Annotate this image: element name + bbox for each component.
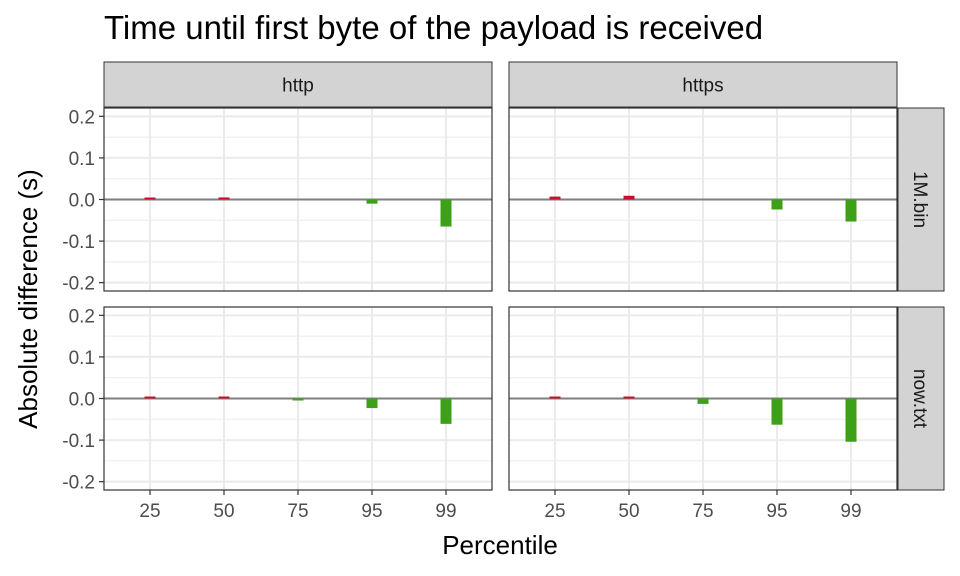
y-tick-label: -0.1 [62, 431, 95, 452]
x-tick-label: 25 [544, 501, 565, 522]
bar-50 [623, 396, 635, 399]
bar-99 [440, 199, 452, 227]
bar-95 [366, 199, 378, 204]
bar-25 [144, 197, 156, 200]
bar-25 [549, 396, 561, 399]
strip-http [103, 61, 493, 108]
x-tick-label: 99 [435, 501, 456, 522]
panel-border [508, 107, 898, 292]
bar-75 [697, 398, 709, 404]
y-tick-label: 0.2 [69, 107, 95, 128]
y-tick-label: 0.1 [69, 348, 95, 369]
panel-http-now.txt [103, 306, 493, 491]
x-tick-label: 50 [213, 501, 234, 522]
bar-99 [440, 398, 452, 424]
y-tick-label: 0.0 [69, 390, 95, 411]
y-tick-label: 0.0 [69, 191, 95, 212]
bar-95 [771, 398, 783, 425]
chart-title: Time until first byte of the payload is … [104, 9, 763, 46]
y-tick-label: 0.2 [69, 306, 95, 327]
y-tick-label: -0.2 [62, 473, 95, 494]
strip-label-http: http [282, 76, 314, 97]
bar-95 [366, 398, 378, 409]
y-tick-label: -0.1 [62, 232, 95, 253]
y-tick-label: 0.1 [69, 149, 95, 170]
bar-50 [218, 396, 230, 399]
x-axis-title: Percentile [442, 530, 558, 560]
x-tick-label: 75 [692, 501, 713, 522]
bar-99 [845, 398, 857, 442]
bar-95 [771, 199, 783, 210]
x-tick-label: 25 [139, 501, 160, 522]
strip-label-now.txt: now.txt [909, 369, 930, 429]
x-tick-label: 99 [840, 501, 861, 522]
x-tick-label: 95 [766, 501, 787, 522]
strip-1M.bin [897, 107, 945, 292]
panel-http-1M.bin [103, 107, 493, 292]
panel-https-1M.bin [508, 107, 898, 292]
bar-50 [623, 195, 635, 200]
bar-25 [549, 196, 561, 200]
strip-label-https: https [682, 76, 723, 97]
strip-label-1M.bin: 1M.bin [909, 171, 930, 228]
y-axis-title: Absolute difference (s) [13, 169, 43, 429]
x-tick-label: 75 [287, 501, 308, 522]
y-tick-label: -0.2 [62, 274, 95, 295]
panel-https-now.txt [508, 306, 898, 491]
x-tick-label: 50 [618, 501, 639, 522]
x-tick-label: 95 [361, 501, 382, 522]
strip-now.txt [897, 306, 945, 491]
bar-50 [218, 197, 230, 200]
bar-99 [845, 199, 857, 222]
bar-75 [292, 398, 304, 401]
strip-https [508, 61, 898, 108]
facet-panels: http https 1M.bin now.txt -0.2 -0.1 0.0 0.1 0.2 -… [62, 61, 945, 522]
bar-25 [144, 396, 156, 399]
